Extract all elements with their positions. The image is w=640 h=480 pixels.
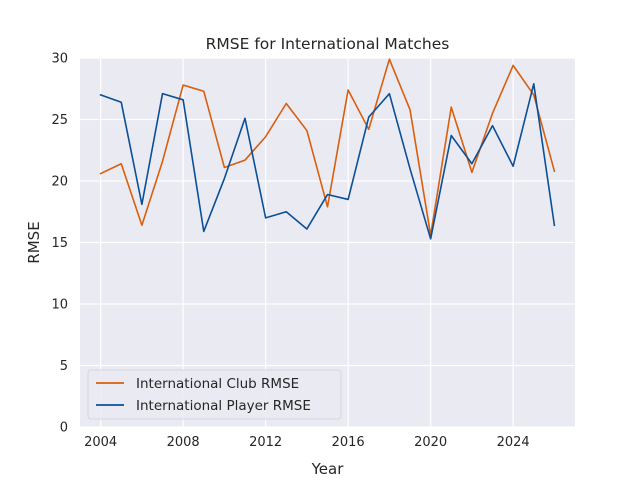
y-tick-label: 25 (51, 113, 68, 128)
x-tick-label: 2004 (84, 435, 117, 450)
legend-label: International Club RMSE (136, 376, 299, 392)
grid-lines (80, 57, 575, 428)
x-tick-label: 2012 (249, 435, 282, 450)
x-tick-label: 2024 (497, 435, 530, 450)
y-tick-label: 0 (60, 421, 68, 436)
series-lines (99, 58, 556, 240)
y-tick-label: 15 (51, 236, 68, 251)
y-axis-label: RMSE (25, 221, 43, 263)
legend: International Club RMSE International Pla… (87, 369, 342, 420)
y-tick-label: 30 (51, 52, 68, 67)
legend-box (87, 369, 342, 420)
y-tick-label: 10 (51, 298, 68, 313)
x-tick-label: 2020 (414, 435, 447, 450)
x-tick-label: 2008 (167, 435, 200, 450)
x-axis-label: Year (311, 460, 345, 478)
series-line-player (99, 83, 556, 240)
y-axis-ticks: 0 5 10 15 20 25 30 (51, 52, 68, 436)
x-axis-ticks: 2004 2008 2012 2016 2020 2024 (84, 435, 530, 450)
chart-title: RMSE for International Matches (206, 35, 450, 53)
legend-label: International Player RMSE (136, 398, 311, 414)
x-tick-label: 2016 (332, 435, 365, 450)
y-tick-label: 20 (51, 175, 68, 190)
y-tick-label: 5 (60, 359, 68, 374)
